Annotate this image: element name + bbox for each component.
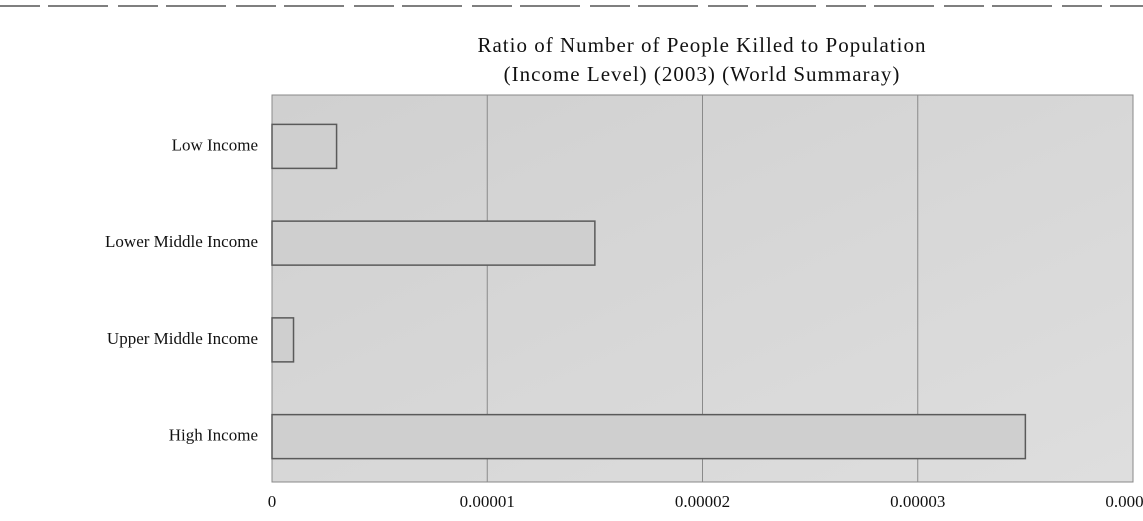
chart-title: Ratio of Number of People Killed to Popu… [477, 33, 926, 57]
bar [271, 413, 1027, 460]
bar [271, 123, 338, 170]
chart-title: (Income Level) (2003) (World Summaray) [504, 62, 901, 86]
bar [271, 317, 295, 363]
y-tick-label: Lower Middle Income [105, 232, 258, 251]
x-tick-label: 0 [268, 492, 277, 511]
x-tick-label: 0.00002 [675, 492, 730, 511]
y-tick-label: High Income [169, 426, 258, 445]
x-tick-label: 0.00004 [1105, 492, 1143, 511]
y-tick-label: Upper Middle Income [107, 329, 258, 348]
bar [271, 220, 596, 266]
y-tick-label: Low Income [172, 135, 258, 154]
x-tick-label: 0.00001 [460, 492, 515, 511]
x-tick-label: 0.00003 [890, 492, 945, 511]
